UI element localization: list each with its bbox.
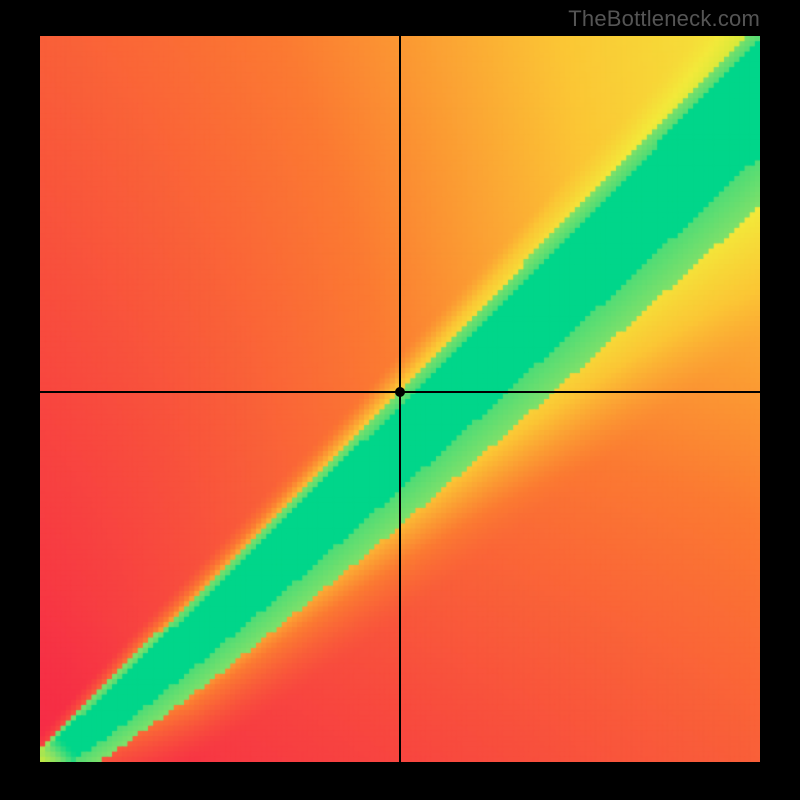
watermark: TheBottleneck.com [568, 6, 760, 32]
crosshair-vertical [399, 36, 401, 762]
crosshair-marker [395, 387, 405, 397]
